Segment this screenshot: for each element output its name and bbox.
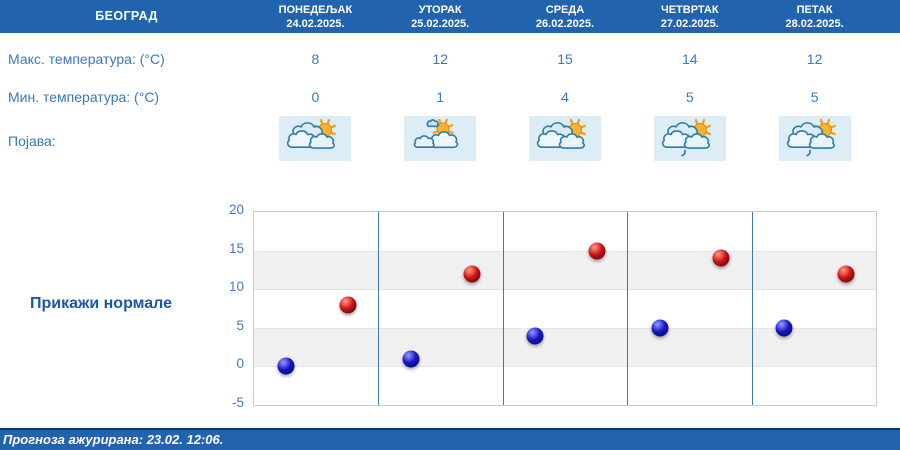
sun-with-small-cloud-icon: [404, 116, 477, 161]
max-temp-value: 12: [432, 51, 448, 67]
day-header-2: УТОРАК 25.02.2025.: [378, 0, 503, 33]
phenomenon-cell: [503, 116, 628, 166]
min-temperature-label: Мин. температура: (°C): [8, 89, 160, 105]
chart-band: [254, 289, 876, 328]
y-axis-tick-label: 10: [228, 279, 244, 295]
phenomenon-icons: [253, 116, 900, 166]
max-temp-value: 12: [806, 51, 823, 67]
day-header-5: ПЕТАК 28.02.2025.: [752, 0, 877, 33]
y-axis-tick-label: 0: [236, 356, 244, 372]
y-axis-tick-label: 5: [236, 317, 244, 333]
day-date: 24.02.2025.: [286, 18, 345, 31]
chart-day-separator: [751, 212, 753, 405]
clouds-sun-light-rain-icon: [778, 116, 851, 161]
chart-plot-area: [253, 211, 877, 406]
min-temp-value: 0: [311, 89, 320, 105]
clouds-sun-light-rain-icon: [653, 116, 726, 161]
day-name: ЧЕТВРТАК: [660, 4, 719, 16]
city-name: БЕОГРАД: [95, 9, 158, 23]
max-temperature-label: Макс. температура: (°C): [8, 51, 165, 67]
y-axis-tick-label: 20: [228, 202, 244, 217]
chart-gridline: [254, 289, 876, 291]
show-normals-button[interactable]: Прикажи нормале: [30, 295, 173, 312]
header-bar: БЕОГРАД ПОНЕДЕЉАК 24.02.2025. УТОРАК 25.02.…: [0, 0, 900, 33]
max-temperature-values: 8 12 15 14 12: [253, 48, 900, 70]
chart-band: [254, 327, 876, 367]
day-date: 27.02.2025.: [660, 18, 719, 31]
min-temp-dot-day-1: [277, 357, 295, 375]
chart-band: [254, 250, 876, 290]
forecast-updated-text: Прогноза ажурирана: 23.02. 12:06.: [3, 432, 224, 447]
day-header-3: СРЕДА 26.02.2025.: [503, 0, 628, 33]
day-headers: ПОНЕДЕЉАК 24.02.2025. УТОРАК 25.02.2025. СРЕ…: [253, 0, 900, 33]
min-temperature-row: Мин. температура: (°C) 0 1 4 5 5: [0, 86, 900, 108]
chart-gridline: [254, 327, 876, 329]
max-temp-dot-day-5: [837, 265, 855, 283]
min-temp-dot-day-4: [651, 319, 669, 337]
max-temp-value: 8: [311, 51, 320, 67]
day-name: ПЕТАК: [796, 4, 833, 16]
min-temp-value: 5: [810, 89, 819, 105]
min-temperature-values: 0 1 4 5 5: [253, 86, 900, 108]
phenomenon-cell: [627, 116, 752, 166]
chart-gridline: [254, 250, 876, 252]
day-name: ПОНЕДЕЉАК: [278, 4, 353, 16]
phenomenon-cell: [752, 116, 877, 166]
day-date: 28.02.2025.: [785, 18, 844, 31]
day-date: 26.02.2025.: [535, 18, 595, 31]
phenomenon-row: Појава:: [0, 116, 900, 166]
max-temp-dot-day-4: [712, 249, 730, 267]
min-temp-dot-day-2: [402, 350, 420, 368]
chart-day-separator: [627, 212, 629, 405]
chart-band: [254, 212, 876, 251]
phenomenon-label: Појава:: [8, 133, 56, 149]
phenomenon-cell: [253, 116, 378, 166]
chart-day-separator: [378, 212, 380, 405]
sun-behind-clouds-icon: [528, 116, 601, 161]
max-temp-value: 14: [682, 51, 698, 67]
chart-day-separator: [502, 212, 504, 405]
y-axis-tick-label: -5: [231, 395, 244, 410]
day-name: УТОРАК: [418, 4, 462, 16]
y-axis-tick-label: 15: [228, 240, 244, 256]
min-temp-value: 5: [685, 89, 694, 105]
phenomenon-cell: [378, 116, 503, 166]
chart-gridline: [254, 366, 876, 368]
max-temp-value: 15: [557, 51, 573, 67]
day-header-4: ЧЕТВРТАК 27.02.2025.: [627, 0, 752, 33]
max-temp-dot-day-3: [588, 242, 606, 260]
day-name: СРЕДА: [545, 4, 585, 16]
min-temp-dot-day-5: [775, 319, 793, 337]
footer-bar: Прогноза ажурирана: 23.02. 12:06.: [0, 428, 900, 450]
max-temp-dot-day-2: [463, 265, 481, 283]
min-temp-value: 4: [561, 89, 569, 105]
day-header-1: ПОНЕДЕЉАК 24.02.2025.: [253, 0, 378, 33]
sun-behind-clouds-icon: [279, 116, 352, 161]
min-temp-dot-day-3: [526, 327, 544, 345]
min-temp-value: 1: [436, 89, 445, 105]
max-temperature-row: Макс. температура: (°C) 8 12 15 14 12: [0, 48, 900, 70]
max-temp-dot-day-1: [339, 296, 357, 314]
chart-band: [254, 366, 876, 405]
day-date: 25.02.2025.: [411, 18, 470, 31]
